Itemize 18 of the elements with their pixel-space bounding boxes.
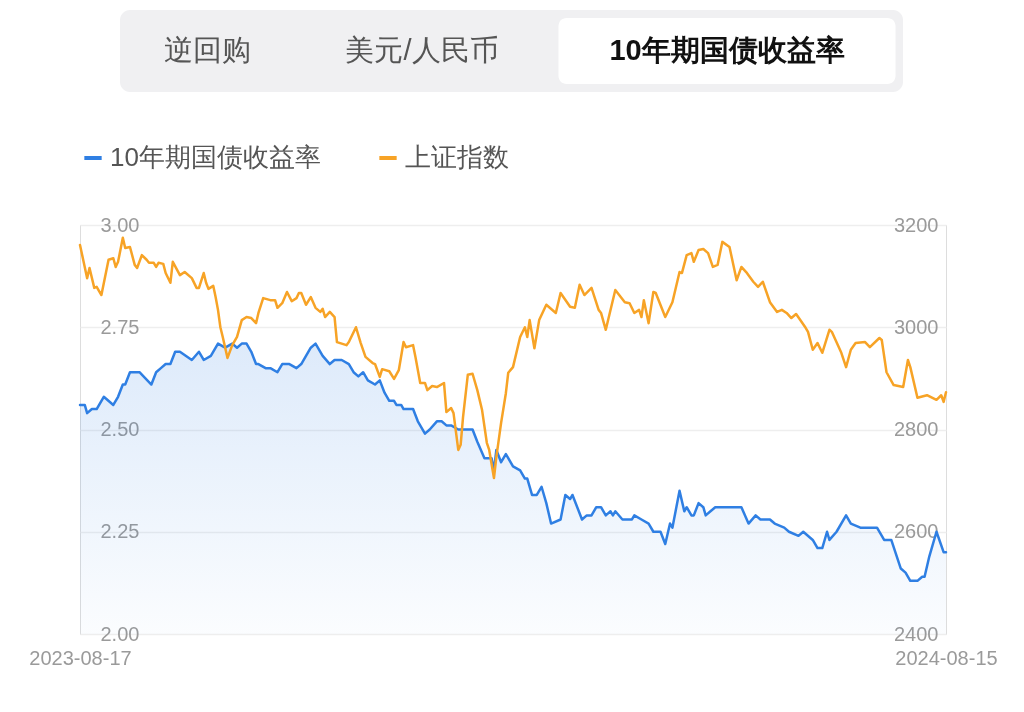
y2-tick-label: 2800 (894, 418, 939, 440)
y-tick-label: 2.75 (100, 315, 140, 338)
line-series (78, 236, 948, 480)
y2-tick-label: 3200 (894, 213, 939, 236)
y-tick-label: 2.25 (100, 520, 140, 543)
y-tick-label: 2.50 (100, 418, 140, 440)
text: 10年期国债收益率 (609, 34, 845, 66)
text: 逆回购 (163, 34, 251, 66)
y2-tick-label: 3000 (894, 315, 939, 338)
x-tick-label: 2024-08-15 (895, 646, 998, 669)
legend-label: 上证指数 (405, 142, 509, 172)
y-tick-label: 2.00 (100, 622, 140, 645)
text: 美元/人民币 (345, 34, 499, 66)
y2-tick-label: 2600 (894, 520, 939, 543)
y2-tick-label: 2400 (894, 622, 939, 645)
legend-label: 10年期国债收益率 (110, 142, 321, 172)
x-tick-label: 2023-08-17 (29, 646, 132, 669)
y-tick-label: 3.00 (100, 213, 140, 236)
